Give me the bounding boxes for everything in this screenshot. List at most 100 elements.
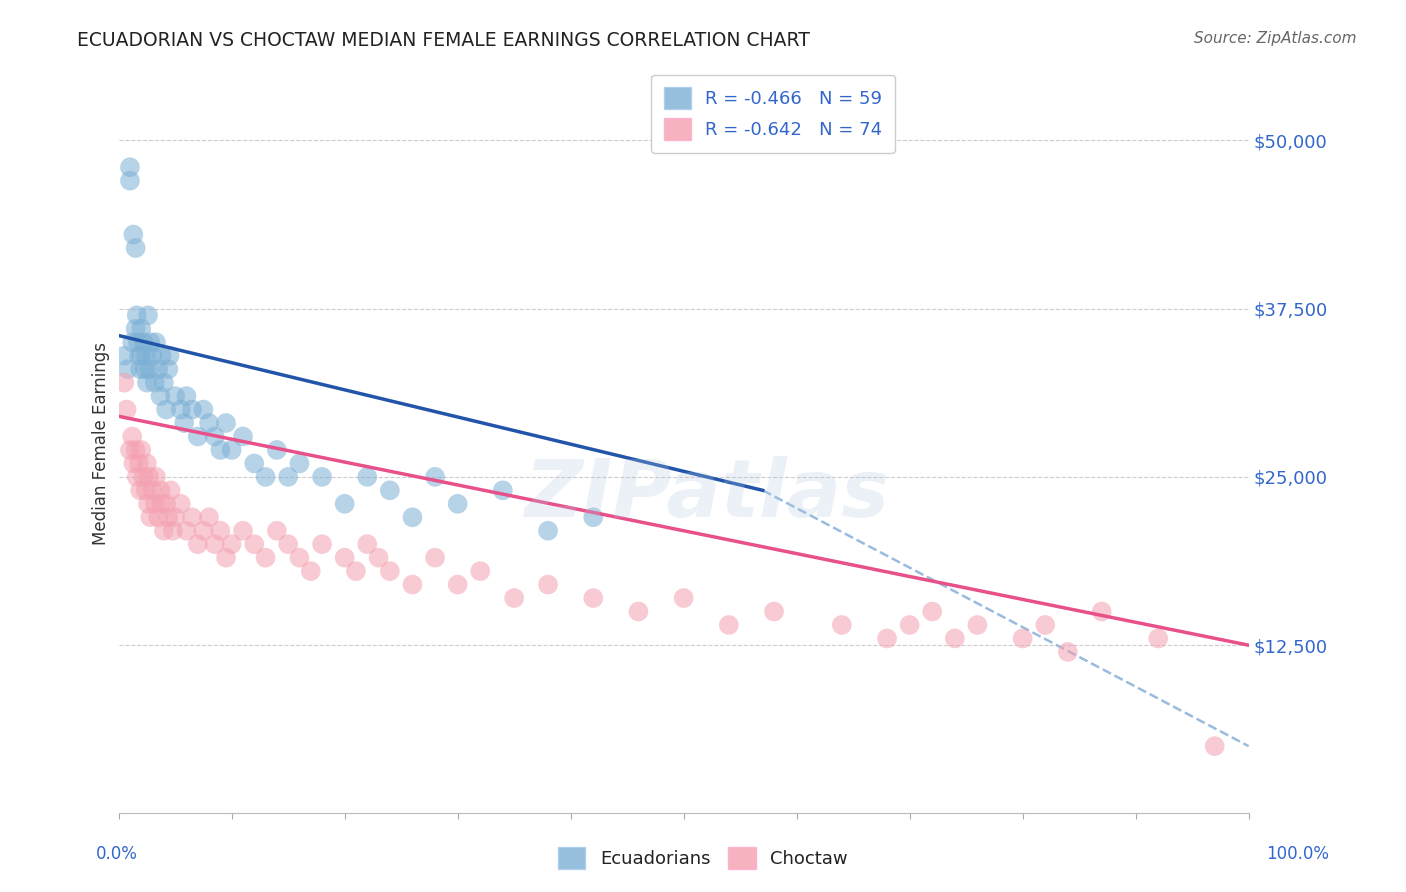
Text: 100.0%: 100.0% — [1265, 846, 1329, 863]
Point — [135, 349, 157, 363]
Point — [148, 510, 170, 524]
Point — [121, 335, 143, 350]
Point — [378, 483, 401, 498]
Point — [128, 349, 150, 363]
Point — [187, 537, 209, 551]
Point — [243, 457, 266, 471]
Point — [378, 564, 401, 578]
Point — [966, 618, 988, 632]
Point — [115, 402, 138, 417]
Point — [176, 389, 198, 403]
Point — [1091, 605, 1114, 619]
Point — [221, 442, 243, 457]
Point — [1056, 645, 1078, 659]
Point — [254, 470, 277, 484]
Point — [266, 524, 288, 538]
Point — [181, 510, 204, 524]
Point — [162, 524, 184, 538]
Point — [288, 457, 311, 471]
Point — [215, 550, 238, 565]
Point — [221, 537, 243, 551]
Text: 0.0%: 0.0% — [96, 846, 138, 863]
Point — [356, 537, 378, 551]
Point — [470, 564, 492, 578]
Point — [124, 322, 146, 336]
Point — [717, 618, 740, 632]
Point — [118, 442, 141, 457]
Point — [232, 524, 254, 538]
Point — [266, 442, 288, 457]
Point — [187, 429, 209, 443]
Point — [215, 416, 238, 430]
Point — [153, 524, 176, 538]
Point — [129, 362, 152, 376]
Point — [277, 470, 299, 484]
Point — [170, 402, 193, 417]
Point — [232, 429, 254, 443]
Point — [125, 470, 148, 484]
Point — [198, 510, 221, 524]
Point — [142, 483, 165, 498]
Point — [401, 577, 423, 591]
Point — [122, 457, 145, 471]
Point — [129, 349, 152, 363]
Point — [150, 349, 173, 363]
Point — [831, 618, 853, 632]
Point — [243, 537, 266, 551]
Point — [209, 524, 232, 538]
Point — [125, 308, 148, 322]
Point — [173, 416, 195, 430]
Point — [176, 524, 198, 538]
Point — [876, 632, 898, 646]
Point — [138, 470, 160, 484]
Point — [118, 160, 141, 174]
Point — [118, 174, 141, 188]
Point — [134, 362, 156, 376]
Point — [149, 389, 172, 403]
Point — [157, 510, 180, 524]
Point — [193, 402, 215, 417]
Point — [135, 457, 157, 471]
Point — [288, 550, 311, 565]
Point — [311, 537, 333, 551]
Point — [537, 577, 560, 591]
Point — [423, 550, 446, 565]
Legend: R = -0.466   N = 59, R = -0.642   N = 74: R = -0.466 N = 59, R = -0.642 N = 74 — [651, 75, 896, 153]
Point — [943, 632, 966, 646]
Point — [181, 402, 204, 417]
Point — [155, 402, 177, 417]
Point — [112, 376, 135, 390]
Point — [150, 497, 173, 511]
Point — [136, 497, 159, 511]
Text: ZIPatlas: ZIPatlas — [524, 456, 889, 534]
Point — [132, 470, 155, 484]
Point — [124, 241, 146, 255]
Point — [149, 483, 172, 498]
Point — [139, 335, 162, 350]
Point — [122, 227, 145, 242]
Point — [423, 470, 446, 484]
Point — [198, 416, 221, 430]
Point — [582, 591, 605, 605]
Point — [401, 510, 423, 524]
Point — [446, 577, 468, 591]
Point — [129, 322, 152, 336]
Point — [333, 550, 356, 565]
Point — [1204, 739, 1226, 753]
Point — [135, 483, 157, 498]
Point — [142, 349, 165, 363]
Point — [153, 376, 176, 390]
Point — [898, 618, 921, 632]
Point — [148, 362, 170, 376]
Point — [582, 510, 605, 524]
Point — [165, 510, 187, 524]
Point — [333, 497, 356, 511]
Point — [112, 349, 135, 363]
Point — [763, 605, 786, 619]
Point — [145, 470, 167, 484]
Point — [627, 605, 650, 619]
Point — [193, 524, 215, 538]
Point — [446, 497, 468, 511]
Point — [128, 457, 150, 471]
Point — [121, 429, 143, 443]
